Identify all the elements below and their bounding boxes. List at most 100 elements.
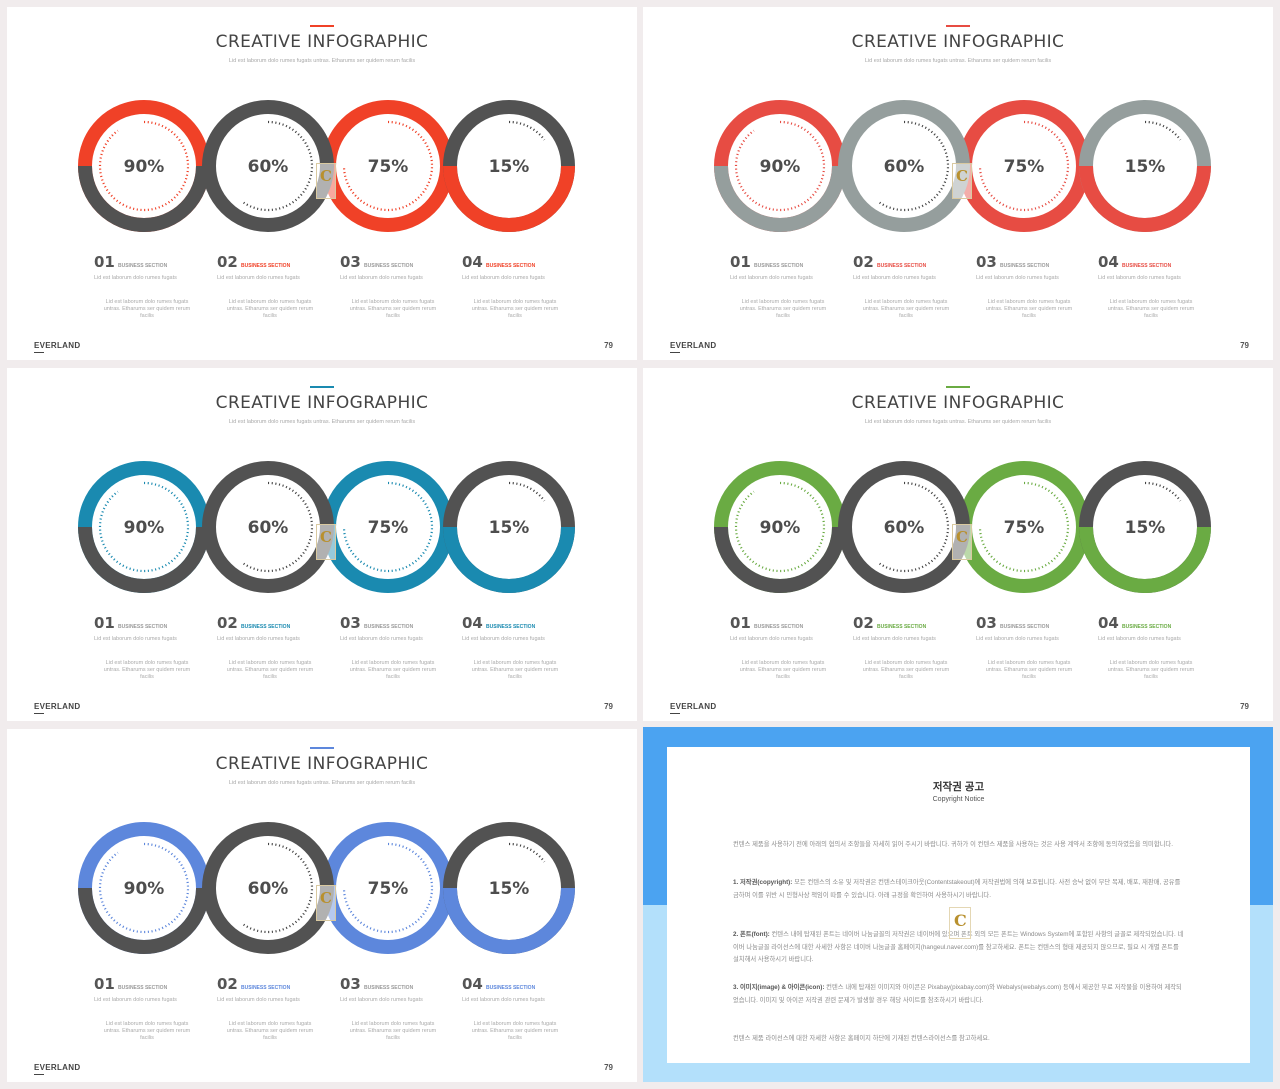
notice-intro: 컨텐스 제품을 사용하기 전에 아래의 협의서 조항들을 자세히 읽어 주시기 … [733, 841, 1173, 848]
infographic-slide-3[interactable]: CREATIVE INFOGRAPHIC Lid est laborum dol… [7, 368, 637, 721]
ring-4: 15% [443, 100, 575, 232]
ring-2: 60% [202, 100, 334, 232]
infographic-slide-2[interactable]: CREATIVE INFOGRAPHIC Lid est laborum dol… [643, 7, 1273, 360]
progress-arc-4 [508, 120, 546, 141]
ring-value-3: 75% [1004, 157, 1045, 177]
brand-underline [34, 1074, 44, 1075]
notice-p2-body: 컨텐스 내에 탑재된 폰트는 네이버 나눔글꼴의 저작권은 네이버에 있으며 폰… [733, 931, 1184, 963]
ring-half-segment [443, 165, 575, 232]
notice-watermark-logo: C [949, 907, 971, 939]
section-caption: Lid est laborum dolo rumes fugats [462, 636, 545, 642]
ring-half-segment [714, 526, 846, 593]
notice-logo-letter: C [954, 911, 967, 930]
section-caption: Lid est laborum dolo rumes fugats [1098, 636, 1181, 642]
section-body: Lid est laborum dolo rumes fugats untras… [1107, 660, 1195, 680]
progress-arc-2 [241, 481, 314, 573]
section-body: Lid est laborum dolo rumes fugats untras… [862, 660, 950, 680]
slide-subtitle: Lid est laborum dolo rumes fugats untras… [228, 419, 416, 425]
infographic-slide-1[interactable]: CREATIVE INFOGRAPHIC Lid est laborum dol… [7, 7, 637, 360]
title-accent-bar [310, 386, 334, 388]
section-caption: Lid est laborum dolo rumes fugats [94, 997, 177, 1003]
notice-paragraph-copyright: 1. 저작권(copyright): 모든 컨텐스의 소유 및 저작권은 컨텐스… [733, 877, 1185, 902]
ring-half-segment [714, 165, 846, 232]
section-number: 03 [976, 253, 997, 271]
section-label: BUSINESS SECTION [241, 985, 291, 991]
ring-value-4: 15% [1125, 518, 1166, 538]
page-number: 79 [604, 1063, 613, 1072]
page-number: 79 [604, 702, 613, 711]
section-caption: Lid est laborum dolo rumes fugats [217, 275, 300, 281]
ring-3: 75% [958, 100, 1090, 232]
brand-name: EVERLAND [34, 1063, 81, 1072]
slide-title: CREATIVE INFOGRAPHIC [215, 754, 429, 774]
page-number: 79 [1240, 341, 1249, 350]
brand-name: EVERLAND [34, 702, 81, 711]
notice-title: 저작권 공고 [932, 781, 985, 793]
ring-3: 75% [322, 822, 454, 954]
ring-4: 15% [443, 461, 575, 593]
infographic-slide-4[interactable]: CREATIVE INFOGRAPHIC Lid est laborum dol… [643, 368, 1273, 721]
section-body: Lid est laborum dolo rumes fugats untras… [349, 299, 437, 319]
section-number: 04 [462, 975, 483, 993]
ring-2: 60% [202, 822, 334, 954]
brand-name: EVERLAND [34, 341, 81, 350]
ring-value-2: 60% [248, 518, 289, 538]
section-number: 03 [340, 975, 361, 993]
ring-half-segment [1079, 526, 1211, 593]
section-label: BUSINESS SECTION [364, 985, 414, 991]
ring-3: 75% [322, 100, 454, 232]
progress-arc-1 [734, 120, 826, 212]
ring-half-segment [443, 526, 575, 593]
ring-value-1: 90% [124, 157, 165, 177]
slide-title: CREATIVE INFOGRAPHIC [851, 393, 1065, 413]
infographic-slide-5[interactable]: CREATIVE INFOGRAPHIC Lid est laborum dol… [7, 729, 637, 1082]
progress-arc-4 [508, 481, 546, 502]
ring-half-segment [78, 165, 210, 232]
section-label: BUSINESS SECTION [486, 263, 536, 269]
ring-value-1: 90% [760, 518, 801, 538]
ring-value-2: 60% [248, 879, 289, 899]
ring-value-2: 60% [884, 157, 925, 177]
slide-title: CREATIVE INFOGRAPHIC [851, 32, 1065, 52]
section-label: BUSINESS SECTION [1122, 624, 1172, 630]
section-label: BUSINESS SECTION [118, 624, 168, 630]
section-label: BUSINESS SECTION [754, 624, 804, 630]
ring-value-4: 15% [1125, 157, 1166, 177]
brand-underline [34, 352, 44, 353]
section-number: 01 [94, 975, 115, 993]
section-caption: Lid est laborum dolo rumes fugats [94, 275, 177, 281]
progress-arc-2 [241, 842, 314, 934]
slide-title: CREATIVE INFOGRAPHIC [215, 393, 429, 413]
section-number: 02 [217, 253, 238, 271]
ring-2: 60% [838, 461, 970, 593]
slide-subtitle: Lid est laborum dolo rumes fugats untras… [864, 58, 1052, 64]
watermark-logo: C [316, 524, 336, 560]
section-label: BUSINESS SECTION [1122, 263, 1172, 269]
section-number: 04 [1098, 253, 1119, 271]
section-body: Lid est laborum dolo rumes fugats untras… [471, 660, 559, 680]
section-body: Lid est laborum dolo rumes fugats untras… [226, 1021, 314, 1041]
brand-name: EVERLAND [670, 341, 717, 350]
section-number: 04 [1098, 614, 1119, 632]
section-label: BUSINESS SECTION [241, 624, 291, 630]
brand-underline [670, 352, 680, 353]
section-number: 01 [730, 253, 751, 271]
section-number: 02 [217, 975, 238, 993]
section-body: Lid est laborum dolo rumes fugats untras… [349, 660, 437, 680]
progress-arc-2 [877, 481, 950, 573]
ring-1: 90% [78, 461, 210, 593]
section-caption: Lid est laborum dolo rumes fugats [340, 997, 423, 1003]
watermark-logo: C [952, 163, 972, 199]
title-accent-bar [310, 747, 334, 749]
ring-chart: 90% 75% 60% 15% [78, 822, 575, 954]
section-body: Lid est laborum dolo rumes fugats untras… [103, 660, 191, 680]
brand-underline [670, 713, 680, 714]
ring-value-4: 15% [489, 879, 530, 899]
section-number: 02 [853, 253, 874, 271]
ring-1: 90% [714, 461, 846, 593]
ring-half-segment [78, 526, 210, 593]
section-body: Lid est laborum dolo rumes fugats untras… [226, 299, 314, 319]
progress-arc-2 [241, 120, 314, 212]
section-number: 04 [462, 253, 483, 271]
section-number: 03 [340, 253, 361, 271]
